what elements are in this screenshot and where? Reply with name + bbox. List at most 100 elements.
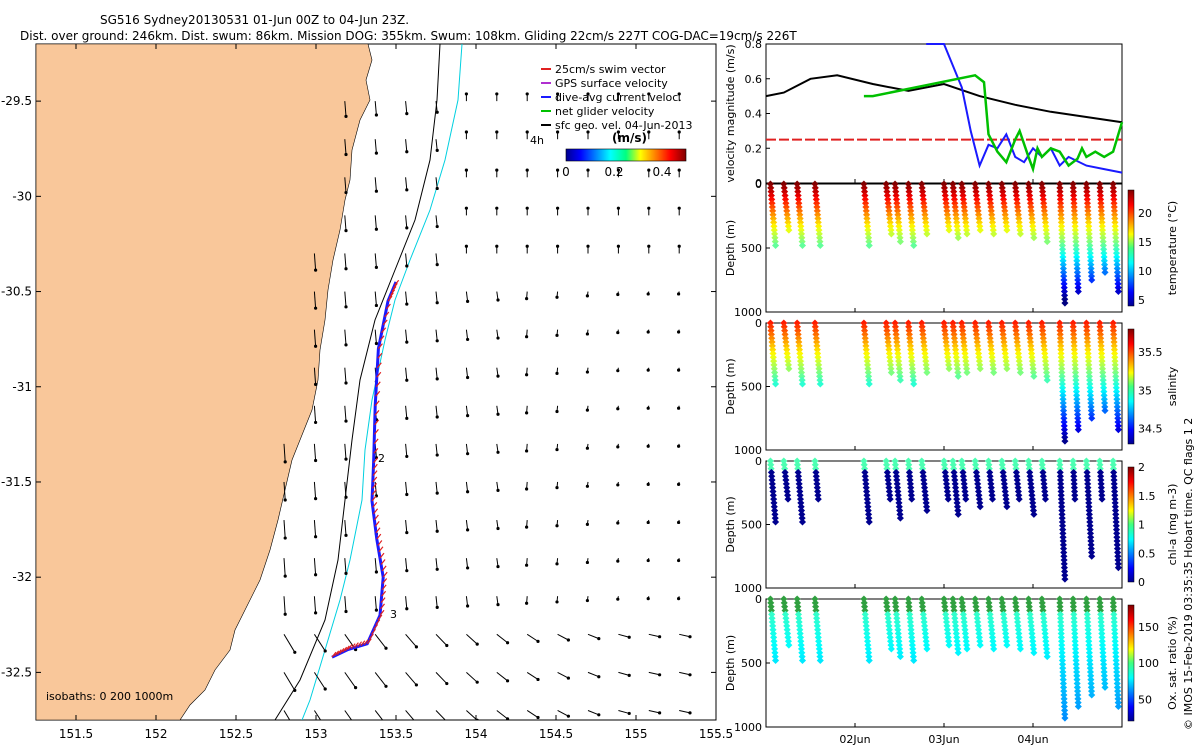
current-arrow-head <box>435 567 439 571</box>
swim-vector <box>381 584 387 591</box>
current-arrow-head <box>525 373 529 377</box>
profile-point <box>976 641 984 649</box>
map-xtick-label: 154 <box>465 727 488 741</box>
panel-colorbar-label: salinity <box>1166 366 1179 406</box>
current-arrow-head <box>323 687 327 691</box>
current-arrow-head <box>435 339 439 343</box>
panel-colorbar <box>1127 466 1135 583</box>
profile-point <box>910 656 918 664</box>
swim-vector <box>382 571 388 578</box>
current-arrow <box>405 710 415 720</box>
panel-ytick-label: 500 <box>741 242 762 255</box>
current-arrow <box>374 596 377 611</box>
colorbar-tick-label: 100 <box>1138 657 1159 670</box>
current-arrow <box>435 596 438 608</box>
current-arrow-head <box>677 330 681 334</box>
current-arrow-head <box>466 375 470 380</box>
current-arrow <box>496 710 508 720</box>
swim-vector <box>373 514 379 521</box>
current-arrow-head <box>344 381 348 385</box>
colorbar-tick-label: 5 <box>1138 294 1145 307</box>
panel-xtick-label: 04Jun <box>1017 733 1048 746</box>
current-arrow-head <box>566 676 571 680</box>
colorbar-tick-label: 50 <box>1138 693 1152 706</box>
current-arrow <box>374 177 377 192</box>
swim-vector <box>376 533 382 540</box>
current-arrow-head <box>616 330 620 335</box>
swim-vector <box>382 319 388 326</box>
profile-point <box>976 365 984 373</box>
swim-vector <box>334 650 340 657</box>
colorbar-tick-label: 35 <box>1138 384 1152 397</box>
profile-point <box>1085 510 1093 518</box>
legend-entry: GPS surface velocity <box>555 77 668 90</box>
panel-ytick-label: 1000 <box>734 721 762 734</box>
current-arrow-head <box>616 597 620 601</box>
swim-vector <box>372 476 378 483</box>
current-arrow-head <box>646 558 650 563</box>
current-arrow-head <box>555 524 559 528</box>
current-arrow-head <box>283 612 287 616</box>
panel-colorbar <box>1127 604 1135 722</box>
current-arrow-head <box>466 566 470 570</box>
current-arrow <box>374 101 377 116</box>
current-arrow <box>435 291 438 303</box>
panel-ytick-label: 0 <box>755 178 762 191</box>
current-arrow <box>313 253 317 271</box>
current-arrow <box>466 633 478 645</box>
current-arrow-head <box>677 444 681 448</box>
swim-vector <box>391 286 397 292</box>
profile-point <box>865 656 873 664</box>
profile-point <box>923 368 931 377</box>
current-arrow <box>679 633 691 638</box>
current-arrow-head <box>616 369 620 373</box>
current-arrow-head <box>435 301 439 305</box>
swim-vector <box>373 428 379 435</box>
current-arrow-head <box>658 673 662 677</box>
current-arrow-head <box>405 416 409 420</box>
current-arrow-head <box>405 188 409 192</box>
current-arrow-head <box>384 723 387 726</box>
current-arrow-head <box>647 168 651 172</box>
current-arrow <box>374 558 377 573</box>
current-arrow <box>344 329 347 345</box>
profile-point <box>923 506 931 515</box>
current-arrow-head <box>344 267 348 271</box>
current-arrow-head <box>405 530 409 535</box>
current-arrow-head <box>566 638 571 642</box>
current-arrow <box>313 672 326 690</box>
current-arrow-head <box>555 600 559 604</box>
current-arrow-head <box>525 168 529 172</box>
velocity-series-line <box>765 74 1123 124</box>
current-arrow-head <box>496 564 500 569</box>
current-arrow-head <box>445 681 449 686</box>
current-arrow-head <box>688 635 692 639</box>
current-arrow-head <box>496 603 500 607</box>
current-arrow <box>496 633 508 644</box>
current-arrow-head <box>496 450 500 454</box>
current-arrow <box>526 710 539 718</box>
current-arrow-head <box>495 130 499 134</box>
panel-2: 0 500 1000 Depth (m) 5 10 15 20 temperature (°C) <box>724 178 1179 319</box>
current-arrow-head <box>585 408 590 412</box>
panel-ytick-label: 1000 <box>734 582 762 595</box>
current-arrow-head <box>677 597 681 601</box>
current-arrow-head <box>506 641 510 645</box>
current-arrow-head <box>586 244 590 248</box>
swim-vectors <box>331 279 400 658</box>
profile-point <box>816 380 824 388</box>
profile-point <box>896 514 904 522</box>
swim-vector <box>347 644 353 650</box>
current-arrow-head <box>556 244 560 248</box>
swim-vector <box>381 590 387 597</box>
swim-vector <box>331 651 337 658</box>
current-arrow-head <box>585 446 590 450</box>
profile-point <box>945 226 953 234</box>
current-arrow <box>679 671 691 676</box>
map-xtick-label: 155 <box>625 727 648 741</box>
current-arrow-head <box>314 268 318 272</box>
current-arrow-head <box>556 206 560 210</box>
swim-vector <box>384 311 390 318</box>
